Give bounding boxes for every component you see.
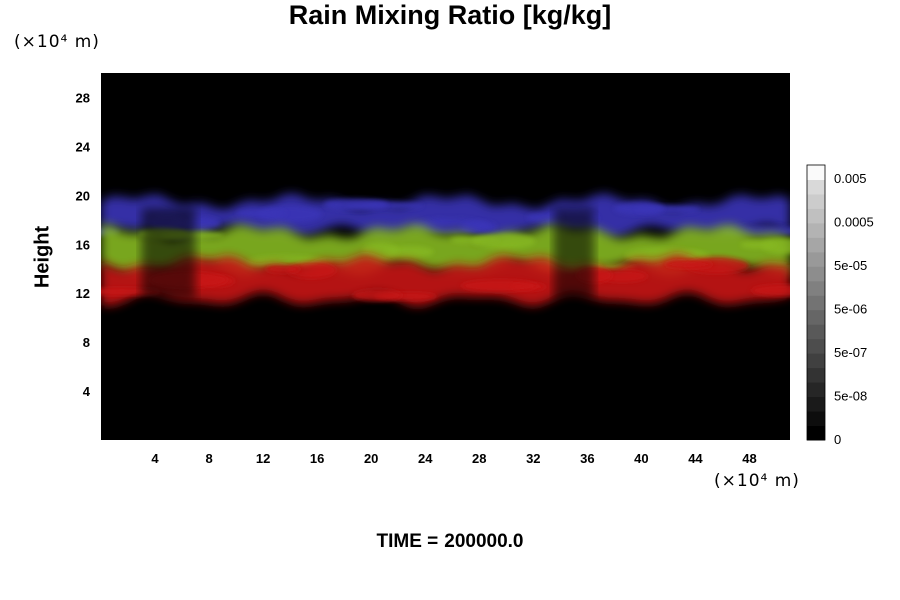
x-tick-label: 8 xyxy=(205,451,212,466)
x-tick-label: 32 xyxy=(526,451,540,466)
colorbar-segment xyxy=(807,353,825,369)
band-gap xyxy=(141,207,196,300)
y-axis: 4 8 12 16 20 24 28 xyxy=(76,90,91,399)
rain-band-streak xyxy=(740,240,777,249)
rain-band-streak xyxy=(236,209,287,218)
rain-band-streak xyxy=(450,236,501,245)
y-tick-label: 24 xyxy=(76,139,91,154)
colorbar: 0.005 0.0005 5e-05 5e-06 5e-07 5e-08 0 xyxy=(806,164,874,447)
colorbar-segment xyxy=(807,425,825,441)
chart-title: Rain Mixing Ratio [kg/kg] xyxy=(288,0,612,30)
x-tick-label: 48 xyxy=(742,451,756,466)
rain-band-streak xyxy=(460,279,539,292)
rain-bands xyxy=(101,193,790,306)
x-tick-label: 24 xyxy=(418,451,433,466)
time-value: 200000.0 xyxy=(444,531,524,552)
colorbar-label: 0.005 xyxy=(834,171,867,186)
x-tick-label: 36 xyxy=(580,451,594,466)
colorbar-segment xyxy=(807,382,825,398)
rain-band-streak xyxy=(286,262,337,279)
colorbar-segment xyxy=(807,280,825,296)
colorbar-label: 5e-06 xyxy=(834,302,867,317)
x-axis-unit: (×10⁴ m) xyxy=(714,471,800,491)
colorbar-segment xyxy=(807,367,825,383)
x-tick-label: 12 xyxy=(256,451,270,466)
y-tick-label: 4 xyxy=(83,384,91,399)
time-footer: TIME = 200000.0 xyxy=(0,531,900,553)
rain-band-streak xyxy=(751,284,790,297)
colorbar-segment xyxy=(807,396,825,412)
rain-band-streak xyxy=(663,260,714,269)
y-tick-label: 8 xyxy=(83,335,90,350)
x-tick-label: 4 xyxy=(151,451,159,466)
colorbar-segment xyxy=(807,266,825,282)
x-axis: 4 8 12 16 20 24 28 32 36 40 44 48 xyxy=(151,451,756,466)
colorbar-segment xyxy=(807,251,825,267)
colorbar-segment xyxy=(807,295,825,311)
y-tick-label: 16 xyxy=(76,237,90,252)
colorbar-label: 5e-07 xyxy=(834,345,867,360)
y-tick-label: 20 xyxy=(76,188,90,203)
colorbar-label: 0 xyxy=(834,432,841,447)
x-tick-label: 44 xyxy=(688,451,703,466)
colorbar-segment xyxy=(807,222,825,238)
colorbar-segment xyxy=(807,411,825,427)
band-gap xyxy=(553,207,595,300)
x-tick-label: 28 xyxy=(472,451,486,466)
rain-band-streak xyxy=(352,289,403,302)
x-tick-label: 20 xyxy=(364,451,378,466)
colorbar-segment xyxy=(807,324,825,340)
y-tick-label: 12 xyxy=(76,286,90,301)
x-tick-label: 16 xyxy=(310,451,324,466)
colorbar-segment xyxy=(807,309,825,325)
colorbar-segment xyxy=(807,338,825,354)
colorbar-segment xyxy=(807,237,825,253)
x-tick-label: 40 xyxy=(634,451,648,466)
colorbar-label: 5e-05 xyxy=(834,258,867,273)
rain-band-streak xyxy=(323,198,388,211)
colorbar-segment xyxy=(807,208,825,224)
y-axis-unit: (×10⁴ m) xyxy=(14,32,100,52)
colorbar-segment xyxy=(807,179,825,195)
rain-band xyxy=(101,193,790,239)
colorbar-label: 0.0005 xyxy=(834,215,874,230)
colorbar-frame xyxy=(806,164,826,441)
colorbar-segment xyxy=(807,165,825,180)
rain-band-streak xyxy=(264,265,301,274)
colorbar-segment xyxy=(807,193,825,209)
rain-band-streak xyxy=(362,242,399,259)
y-tick-label: 28 xyxy=(76,90,90,105)
rain-band-streak xyxy=(614,202,665,215)
time-label: TIME = xyxy=(376,531,439,552)
colorbar-label: 5e-08 xyxy=(834,389,867,404)
